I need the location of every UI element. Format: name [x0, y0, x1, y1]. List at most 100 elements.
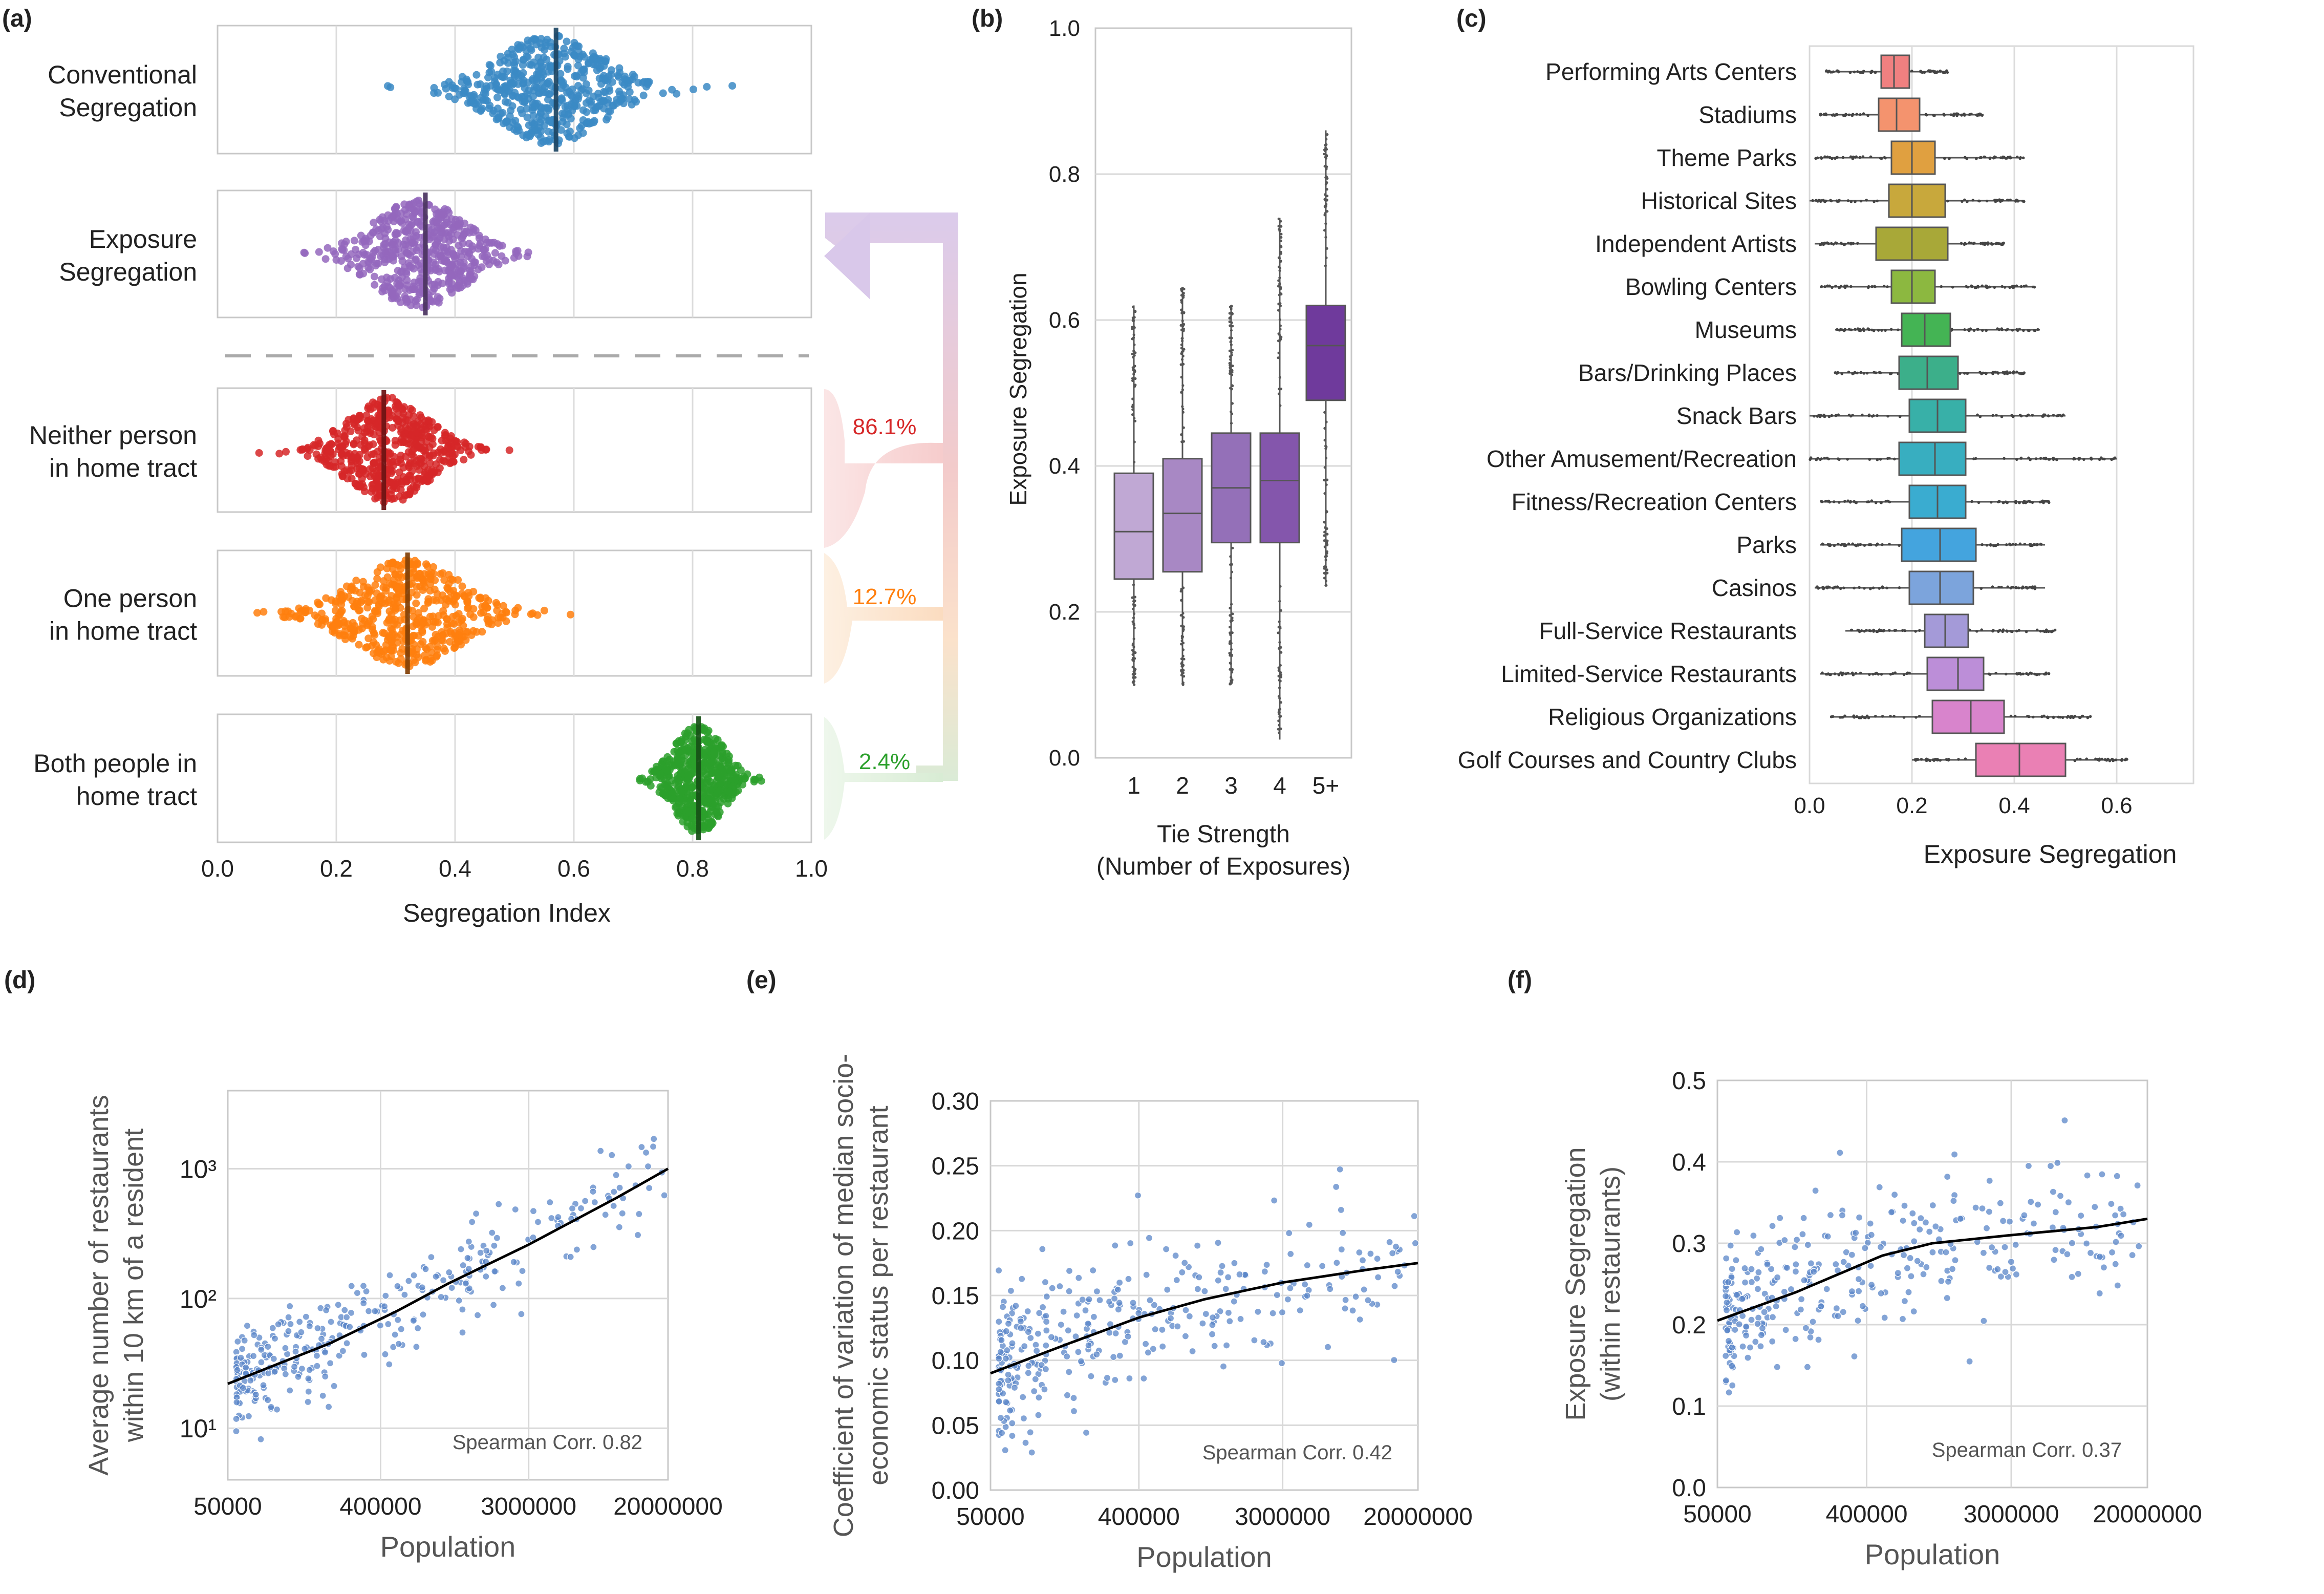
c-outlier [1989, 501, 1993, 504]
c-outlier [1837, 501, 1841, 504]
data-point [414, 1324, 422, 1332]
c-outlier [1888, 629, 1891, 632]
b-outlier [1279, 220, 1282, 223]
b-outlier [1180, 661, 1183, 664]
data-point [1034, 1330, 1042, 1337]
data-point [1057, 1321, 1065, 1329]
c-outlier [1822, 199, 1825, 202]
c-box [1901, 312, 1951, 347]
data-point [1146, 1297, 1154, 1304]
c-outlier [1859, 113, 1862, 116]
c-box [1898, 355, 1959, 390]
data-point [1032, 1341, 1040, 1349]
c-outlier [1997, 585, 2000, 589]
a-point [328, 440, 336, 449]
a-point [340, 467, 349, 476]
c-outlier [1966, 285, 1970, 289]
data-point [997, 1348, 1004, 1356]
c-outlier [1811, 199, 1814, 202]
b-outlier [1179, 363, 1182, 366]
xtick: 3000000 [1964, 1501, 2059, 1528]
b-outlier [1324, 205, 1327, 208]
c-outlier [1850, 628, 1854, 632]
data-point [1326, 1285, 1334, 1293]
c-outlier [1866, 500, 1869, 503]
data-point [1089, 1266, 1097, 1274]
b-outlier [1231, 349, 1234, 352]
a-point [485, 69, 493, 77]
c-outlier [2013, 500, 2017, 503]
c-box [1908, 570, 1974, 605]
a-point [360, 487, 369, 496]
data-point [650, 1135, 658, 1143]
data-point [360, 1351, 368, 1358]
c-outlier [1892, 715, 1896, 718]
a-point [408, 447, 416, 455]
data-point [1116, 1279, 1124, 1286]
ytick: 0.30 [932, 1088, 979, 1115]
a-point [600, 104, 608, 113]
c-outlier [1827, 242, 1830, 245]
b-outlier [1230, 343, 1233, 347]
c-outlier [2017, 672, 2020, 675]
a-point [421, 621, 429, 629]
a-point [370, 629, 378, 637]
c-category-label: Golf Courses and Country Clubs [1458, 747, 1797, 773]
data-point [1189, 1347, 1196, 1355]
a-point [701, 784, 709, 793]
panel-d-scatter: 50000 400000 3000000 2000000010¹10²10³Spear… [83, 1090, 723, 1563]
data-point [1273, 1291, 1281, 1299]
c-outlier [1869, 587, 1872, 590]
a-point [634, 79, 642, 87]
c-outlier [1840, 715, 1844, 719]
c-outlier [1849, 328, 1853, 332]
data-point [395, 1340, 403, 1348]
data-point [601, 1211, 609, 1219]
c-outlier [2067, 715, 2070, 718]
a-fan-neither [824, 389, 943, 548]
a-xtick: 1.0 [795, 855, 828, 882]
panel-e-label: (e) [746, 967, 777, 994]
a-point [518, 109, 526, 117]
a-point [443, 615, 451, 623]
data-point [597, 1147, 605, 1155]
b-outlier [1132, 617, 1135, 620]
a-point [437, 228, 445, 236]
data-point [1025, 1362, 1032, 1370]
c-outlier [1848, 71, 1852, 74]
xtick: 20000000 [2093, 1501, 2202, 1528]
data-point [1374, 1273, 1382, 1281]
a-point [663, 766, 671, 774]
b-outlier [1324, 526, 1327, 529]
a-point [504, 99, 512, 107]
c-outlier [1832, 586, 1835, 589]
b-outlier [1180, 433, 1183, 436]
c-outlier [2047, 672, 2051, 675]
data-point [1026, 1429, 1034, 1436]
c-outlier [1833, 500, 1836, 503]
b-outlier [1278, 708, 1282, 711]
c-outlier [1981, 543, 1984, 546]
b-outlier [1279, 292, 1282, 295]
data-point [1332, 1183, 1340, 1191]
a-point [426, 297, 435, 305]
data-point [1181, 1259, 1189, 1267]
c-outlier [1933, 114, 1936, 117]
data-point [1126, 1374, 1133, 1383]
data-point [1134, 1192, 1142, 1199]
a-point [430, 232, 438, 241]
c-outlier [1881, 715, 1884, 718]
c-outlier [2039, 457, 2042, 460]
c-box [1880, 54, 1910, 89]
b-outlier [1277, 356, 1280, 359]
b-outlier [1230, 653, 1233, 656]
data-point [306, 1322, 313, 1330]
c-category-label: Theme Parks [1656, 144, 1797, 171]
a-point [357, 441, 365, 449]
data-point [1017, 1324, 1025, 1332]
c-row-1: Stadiums [1698, 97, 1984, 132]
b-outlier [1180, 289, 1183, 292]
c-outlier [1874, 71, 1877, 74]
a-point [402, 476, 410, 484]
a-point [663, 753, 672, 761]
